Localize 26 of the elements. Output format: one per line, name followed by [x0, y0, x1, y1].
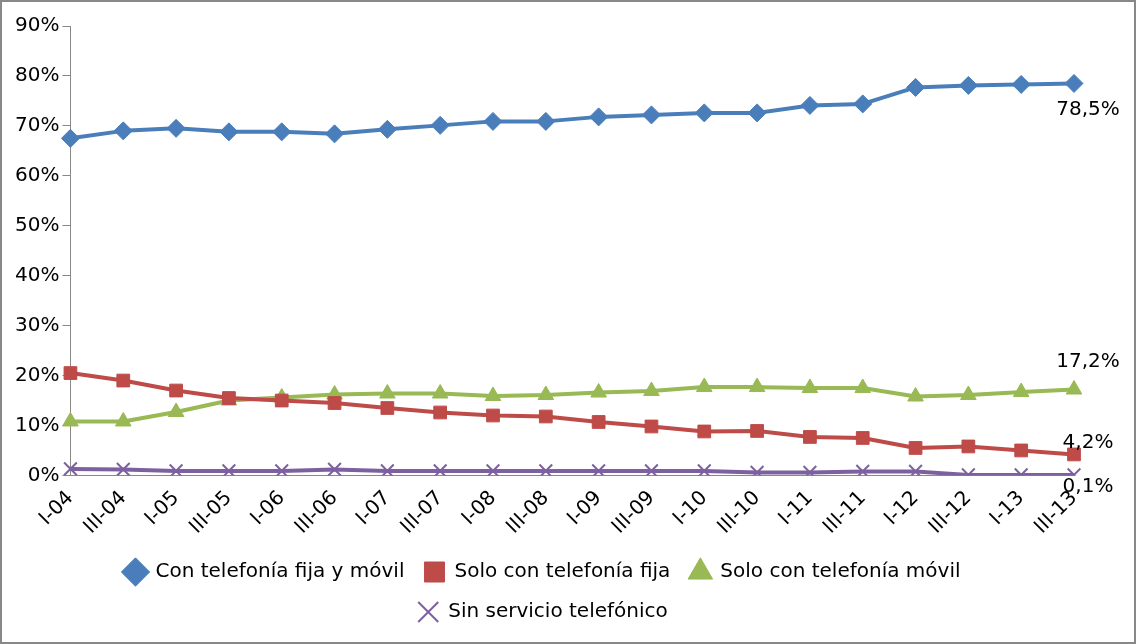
x-tick-label: I-13: [984, 485, 1029, 530]
y-tick-label: 40%: [15, 261, 60, 286]
y-tick-label: 60%: [15, 162, 60, 187]
y-tick-label: 30%: [15, 311, 60, 336]
y-tick-label: 20%: [15, 361, 60, 386]
legend-label: Con telefonía fija y móvil: [155, 558, 405, 583]
x-tick-label: I-11: [772, 485, 818, 530]
x-tick-label: I-08: [455, 485, 501, 530]
y-tick-label: 0%: [27, 461, 60, 486]
x-tick-label: I-05: [139, 485, 184, 530]
x-tick-label: I-04: [33, 485, 78, 530]
y-tick-label: 10%: [15, 411, 60, 436]
data-label: 78,5%: [1056, 95, 1120, 120]
y-tick-label: 50%: [15, 211, 60, 236]
x-tick-label: I-06: [244, 485, 289, 530]
legend-label: Solo con telefonía móvil: [720, 558, 961, 583]
data-label: 17,2%: [1056, 347, 1120, 372]
x-tick-label: I-09: [561, 485, 606, 530]
y-tick-label: 70%: [15, 112, 60, 137]
legend-label: Solo con telefonía fija: [454, 558, 671, 583]
y-tick-label: 80%: [15, 62, 60, 87]
legend-label: Sin servicio telefónico: [448, 598, 668, 623]
data-label: 4,2%: [1062, 428, 1114, 453]
y-tick-label: 90%: [15, 12, 60, 37]
x-tick-label: I-12: [878, 485, 923, 530]
x-tick-label: I-10: [667, 485, 712, 530]
